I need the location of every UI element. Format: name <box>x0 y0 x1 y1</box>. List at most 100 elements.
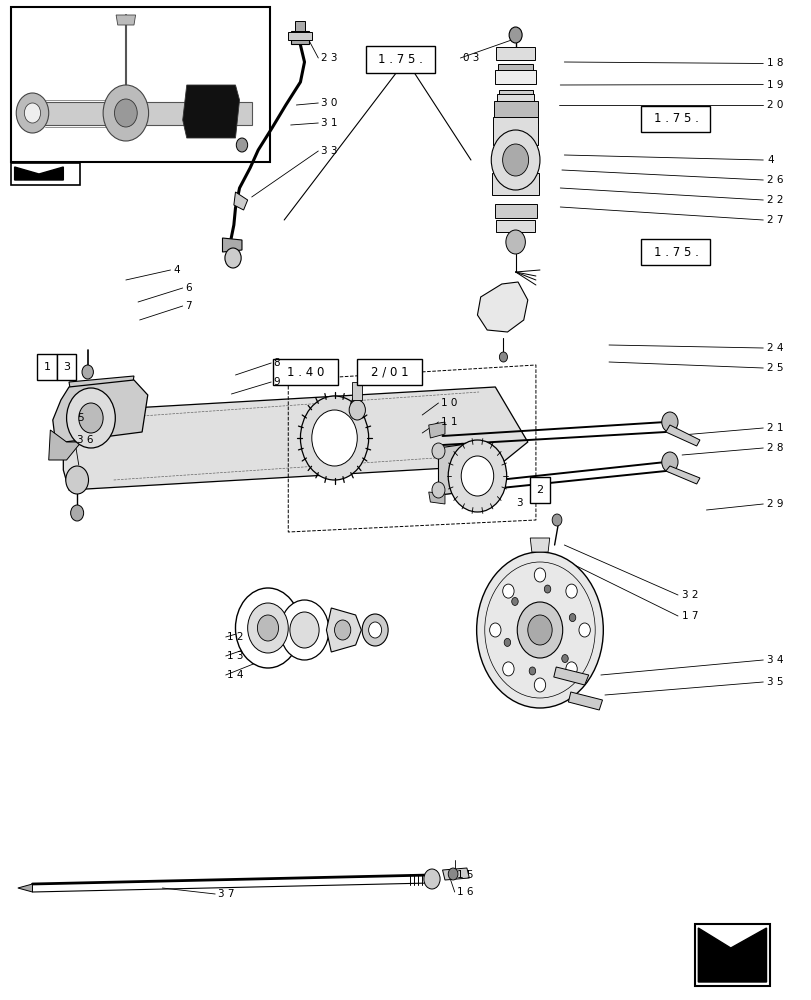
Bar <box>694 924 769 986</box>
Polygon shape <box>428 492 444 504</box>
Bar <box>641 239 710 265</box>
Circle shape <box>489 623 500 637</box>
Bar <box>530 477 549 503</box>
Circle shape <box>431 482 444 498</box>
Polygon shape <box>568 692 602 710</box>
Polygon shape <box>69 376 134 397</box>
Polygon shape <box>428 422 444 438</box>
Polygon shape <box>288 32 311 40</box>
Circle shape <box>569 614 575 622</box>
Text: 4: 4 <box>766 155 773 165</box>
Polygon shape <box>442 868 469 880</box>
Text: 7: 7 <box>185 301 191 311</box>
Circle shape <box>565 662 577 676</box>
Text: 1 5: 1 5 <box>457 870 473 880</box>
Text: 1 7: 1 7 <box>681 611 697 621</box>
Polygon shape <box>477 282 527 332</box>
Circle shape <box>247 603 288 653</box>
Bar <box>11 163 80 185</box>
Polygon shape <box>53 380 148 442</box>
Text: 3 1: 3 1 <box>320 118 337 128</box>
Text: 2 9: 2 9 <box>766 499 783 509</box>
Text: 3 2: 3 2 <box>681 590 697 600</box>
Polygon shape <box>326 608 361 652</box>
Text: 1 4: 1 4 <box>227 670 243 680</box>
Bar <box>357 359 422 385</box>
Text: 2 8: 2 8 <box>766 443 783 453</box>
Circle shape <box>349 400 365 420</box>
Text: 3 7: 3 7 <box>217 889 234 899</box>
Text: 2 1: 2 1 <box>766 423 783 433</box>
Circle shape <box>517 602 562 658</box>
Text: 4: 4 <box>173 265 179 275</box>
Circle shape <box>561 655 568 663</box>
Bar <box>492 117 538 145</box>
Bar <box>495 70 535 84</box>
Circle shape <box>661 412 677 432</box>
Circle shape <box>334 620 350 640</box>
Text: 3: 3 <box>516 498 522 508</box>
Text: 3 3: 3 3 <box>320 146 337 156</box>
Circle shape <box>504 638 510 646</box>
Text: 2 5: 2 5 <box>766 363 783 373</box>
Polygon shape <box>116 15 135 25</box>
Circle shape <box>16 93 49 133</box>
Text: 2 2: 2 2 <box>766 195 783 205</box>
Circle shape <box>257 615 278 641</box>
Circle shape <box>368 622 381 638</box>
Text: 3 5: 3 5 <box>766 677 783 687</box>
Bar <box>496 220 534 232</box>
Circle shape <box>103 85 148 141</box>
Text: 1 9: 1 9 <box>766 80 783 90</box>
Circle shape <box>362 614 388 646</box>
Text: 1 . 7 5 .: 1 . 7 5 . <box>653 112 697 125</box>
Circle shape <box>235 588 300 668</box>
Circle shape <box>114 99 137 127</box>
Circle shape <box>24 103 41 123</box>
Text: 5: 5 <box>77 413 84 423</box>
Circle shape <box>431 443 444 459</box>
Circle shape <box>280 600 328 660</box>
Circle shape <box>534 678 545 692</box>
Text: 1 8: 1 8 <box>766 58 783 68</box>
Bar <box>491 173 539 195</box>
Text: 1 . 7 5 .: 1 . 7 5 . <box>653 245 697 258</box>
Bar <box>11 7 269 162</box>
Circle shape <box>527 615 551 645</box>
Bar <box>294 21 305 31</box>
Bar <box>37 354 57 380</box>
Text: 1 6: 1 6 <box>457 887 473 897</box>
Polygon shape <box>222 238 242 252</box>
Circle shape <box>661 452 677 472</box>
Circle shape <box>543 585 550 593</box>
Circle shape <box>448 868 457 880</box>
Circle shape <box>448 440 506 512</box>
Text: 1 2: 1 2 <box>227 632 243 642</box>
Circle shape <box>236 138 247 152</box>
Circle shape <box>529 667 535 675</box>
Text: 2 0: 2 0 <box>766 100 783 110</box>
Bar <box>496 162 534 172</box>
Bar <box>496 47 534 60</box>
Circle shape <box>499 352 507 362</box>
Bar <box>366 46 435 73</box>
Circle shape <box>578 623 590 637</box>
Bar <box>493 101 537 123</box>
Text: 1 1: 1 1 <box>440 417 457 427</box>
Polygon shape <box>438 442 496 495</box>
Circle shape <box>82 365 93 379</box>
Polygon shape <box>697 928 766 982</box>
Polygon shape <box>530 538 549 552</box>
Circle shape <box>502 144 528 176</box>
Circle shape <box>300 396 368 480</box>
Text: 3 6: 3 6 <box>77 435 93 445</box>
Circle shape <box>511 597 517 605</box>
Text: 3: 3 <box>63 362 70 372</box>
Text: 2: 2 <box>536 485 543 495</box>
Polygon shape <box>63 387 527 490</box>
Circle shape <box>67 388 115 448</box>
Bar <box>272 359 337 385</box>
Circle shape <box>225 248 241 268</box>
Polygon shape <box>234 192 247 210</box>
Text: 2 7: 2 7 <box>766 215 783 225</box>
